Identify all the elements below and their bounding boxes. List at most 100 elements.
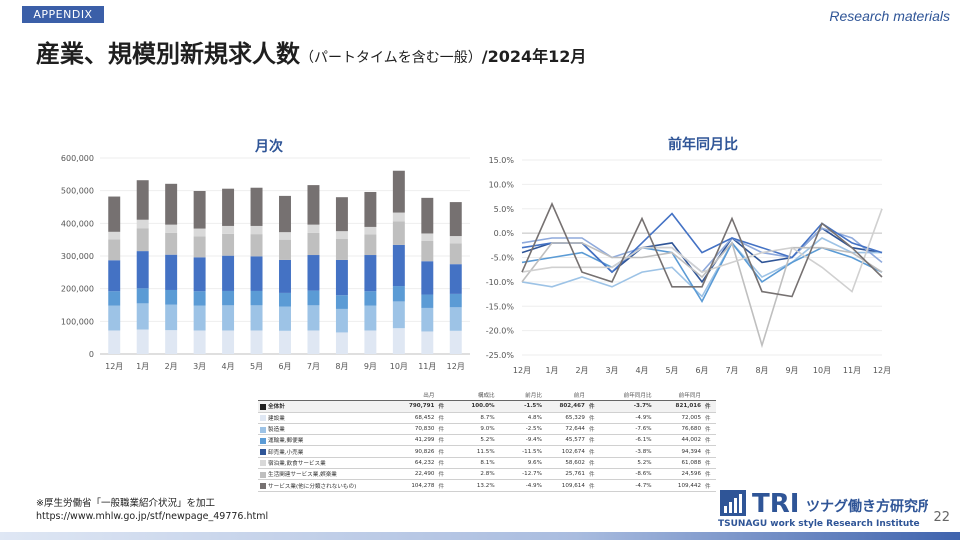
bar-segment — [193, 330, 206, 354]
line-y-tick-label: 5.0% — [494, 205, 515, 214]
table-cell-prevy: 61,088 — [653, 457, 704, 470]
line-y-tick-label: -20.0% — [486, 327, 515, 336]
table-cell-label: 宿泊業,飲食サービス業 — [258, 457, 387, 470]
line-x-tick-label: 5月 — [665, 366, 678, 375]
col-header-prevyear: 前年同月 — [653, 390, 704, 402]
source-url[interactable]: https://www.mhlw.go.jp/stf/newpage_49776… — [36, 511, 269, 522]
bar-segment — [136, 180, 149, 220]
table-cell-u2: 件 — [586, 445, 600, 458]
bar-segment — [335, 259, 348, 296]
bar-x-tick-label: 10月 — [390, 362, 408, 371]
monthly-bar-chart: 0 100,000 200,000 300,000 400,000 500,000 600,… — [61, 154, 470, 371]
yoy-series-line — [521, 237, 882, 298]
monthly-chart-title: 月次 — [255, 139, 283, 155]
bar-segment — [222, 233, 235, 256]
page-number: 22 — [933, 510, 950, 525]
line-y-tick-label: -25.0% — [486, 351, 515, 360]
table-cell-share: 9.0% — [449, 423, 497, 436]
table-cell-u: 件 — [436, 412, 450, 424]
table-cell-prev: 109,614 — [543, 479, 587, 492]
table-cell-prevy: 76,680 — [653, 423, 704, 436]
bar-segment — [136, 303, 149, 330]
table-cell-label: 生活関連サービス業,娯楽業 — [258, 468, 387, 481]
bar-segment — [108, 239, 121, 261]
row-label: サービス業(他に分類されないもの) — [268, 483, 357, 490]
line-y-tick-label: 15.0% — [489, 156, 515, 165]
line-x-tick-label: 12月 — [513, 366, 531, 375]
bar-segment — [421, 197, 434, 234]
line-x-tick-label: 9月 — [785, 366, 798, 375]
logo-main-text: TRI — [752, 489, 799, 519]
bar-segment — [392, 212, 405, 222]
bar-x-tick-label: 5月 — [250, 362, 263, 371]
bar-x-tick-label: 12月 — [447, 362, 465, 371]
table-cell-prev: 45,577 — [543, 434, 587, 447]
bar-y-tick-label: 200,000 — [61, 285, 94, 294]
bar-x-tick-label: 8月 — [335, 362, 348, 371]
bar-segment — [279, 259, 291, 293]
bar-segment — [165, 330, 178, 354]
bar-segment — [307, 290, 320, 306]
table-cell-share: 8.1% — [449, 457, 497, 470]
bar-segment — [222, 330, 235, 354]
table-cell-u3: 件 — [703, 479, 716, 492]
col-header-share: 構成比 — [449, 390, 497, 402]
line-y-tick-label: -10.0% — [486, 278, 515, 287]
table-cell-u3: 件 — [703, 412, 716, 424]
yoy-series-line — [521, 208, 883, 293]
yoy-series-line — [521, 241, 883, 349]
bar-segment — [136, 288, 149, 304]
table-cell-mom: 9.6% — [496, 457, 544, 470]
bar-segment — [250, 225, 263, 235]
line-x-tick-label: 4月 — [635, 366, 648, 375]
table-cell-u: 件 — [436, 479, 450, 492]
bar-segment — [136, 329, 149, 354]
bar-segment — [279, 195, 291, 233]
research-materials-label: Research materials — [829, 8, 950, 24]
table-row: 運輸業,郵便業 41,299 件 5.2% -9.4% 45,577 件 -6.1% 44,00… — [258, 434, 716, 447]
yoy-chart-title: 前年同月比 — [668, 137, 738, 153]
bar-segment — [250, 234, 263, 257]
title-paren: （パートタイムを含む一般） — [300, 50, 482, 66]
line-x-tick-label: 10月 — [813, 366, 831, 375]
data-table: 出月 構成比 前月比 前月 前年同月比 前年同月 全体計 790,791 件 100.… — [258, 390, 716, 492]
table-cell-v: 22,490 — [387, 468, 437, 481]
bar-segment — [279, 232, 291, 240]
table-cell-label: 建設業 — [258, 412, 387, 424]
bar-segment — [449, 202, 462, 237]
bar-segment — [392, 221, 405, 245]
bar-x-tick-label: 11月 — [418, 362, 436, 371]
bar-segment — [307, 255, 320, 291]
table-cell-u2: 件 — [586, 423, 600, 436]
bar-segment — [449, 307, 462, 331]
bar-segment — [421, 233, 434, 241]
bar-segment — [364, 191, 377, 227]
table-cell-u3: 件 — [703, 423, 716, 436]
table-cell-share: 13.2% — [449, 479, 497, 492]
row-label: 宿泊業,飲食サービス業 — [268, 460, 326, 467]
row-swatch — [260, 471, 266, 478]
bar-segment — [392, 286, 405, 302]
appendix-tag: APPENDIX — [22, 6, 104, 23]
row-swatch — [260, 403, 266, 410]
table-cell-prevy: 72,005 — [653, 412, 704, 424]
table-cell-u3: 件 — [703, 468, 716, 481]
bar-x-tick-label: 2月 — [165, 362, 178, 371]
table-cell-yoy: -4.7% — [599, 479, 654, 492]
row-swatch — [260, 426, 266, 433]
table-cell-u: 件 — [436, 434, 450, 447]
row-swatch — [260, 437, 266, 444]
table-cell-prev: 102,674 — [543, 445, 587, 458]
col-header-prev: 前月 — [543, 390, 587, 402]
bar-segment — [108, 260, 121, 292]
bar-segment — [364, 226, 377, 235]
table-cell-mom: -4.9% — [496, 479, 544, 492]
bar-y-tick-label: 300,000 — [61, 252, 94, 261]
source-note: ※厚生労働省「一般職業紹介状況」を加工 https://www.mhlw.go.… — [36, 497, 268, 523]
table-cell-mom: 4.8% — [496, 412, 544, 424]
row-label: 運輸業,郵便業 — [268, 438, 304, 445]
col-header-mom: 前月比 — [496, 390, 544, 402]
bar-segment — [108, 231, 121, 240]
bar-segment — [449, 236, 462, 244]
table-cell-u2: 件 — [586, 479, 600, 492]
